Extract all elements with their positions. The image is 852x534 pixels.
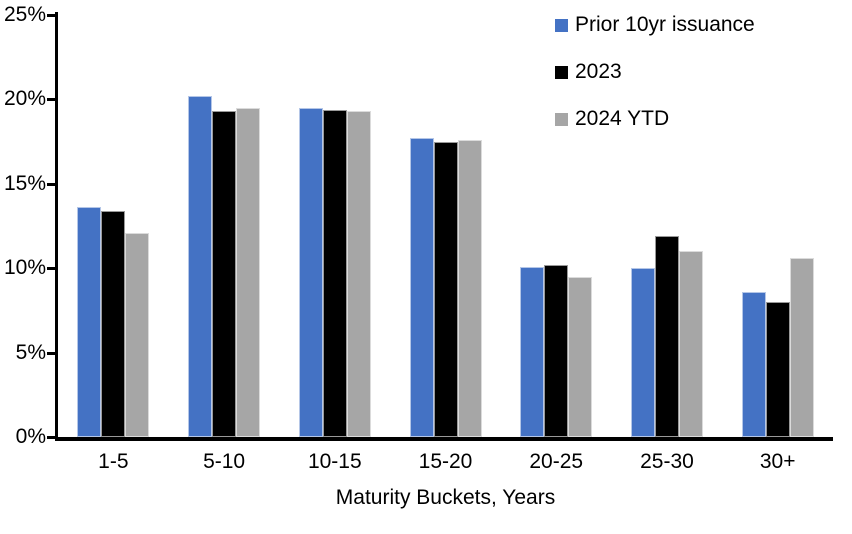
x-axis-title: Maturity Buckets, Years (335, 486, 556, 509)
y-axis-tick (47, 182, 55, 186)
legend-item: Prior 10yr issuance (555, 13, 755, 37)
bar-group-25-30 (612, 15, 723, 437)
bar (544, 264, 569, 437)
x-axis-tick-label: 30+ (759, 450, 796, 473)
bar (789, 258, 814, 437)
y-axis-tick-label: 0% (15, 425, 46, 448)
bar (322, 109, 347, 437)
x-axis-tick-label: 20-25 (529, 450, 584, 473)
legend: Prior 10yr issuance 2023 2024 YTD (555, 13, 755, 131)
bar (212, 111, 237, 437)
bar (520, 266, 545, 437)
y-axis-tick-label: 10% (3, 256, 46, 280)
bar (433, 141, 458, 437)
y-axis-tick (47, 267, 55, 271)
legend-label: 2024 YTD (575, 107, 670, 130)
bar-group-30+ (722, 15, 833, 437)
bar (125, 232, 150, 437)
bar-group-1-5 (58, 15, 169, 437)
plot-area (58, 15, 833, 437)
bar (77, 207, 102, 437)
bar (457, 139, 482, 437)
bar-group-5-10 (169, 15, 280, 437)
bar (346, 111, 371, 437)
legend-swatch-icon (555, 112, 568, 126)
legend-label: 2023 (575, 60, 622, 83)
bar (101, 210, 126, 437)
bar (236, 107, 261, 437)
y-axis-tick-label: 15% (3, 171, 46, 195)
legend-item: 2024 YTD (555, 107, 755, 131)
legend-label: Prior 10yr issuance (575, 13, 755, 36)
y-axis-line (55, 12, 58, 441)
bar-group-20-25 (501, 15, 612, 437)
bar (741, 291, 766, 437)
x-axis-tick-label: 25-30 (640, 450, 694, 473)
bar-group-15-20 (390, 15, 501, 437)
x-axis-tick-label: 10-15 (307, 450, 362, 473)
bar (630, 268, 655, 437)
y-axis-tick (47, 436, 55, 439)
x-axis-line (55, 437, 833, 441)
bar (188, 96, 213, 437)
x-axis-labels: 1-5 5-10 10-15 15-20 20-25 25-30 30+ (58, 450, 833, 474)
bar (409, 138, 434, 437)
y-axis-tick-label: 20% (3, 87, 46, 111)
x-axis-tick-label: 15-20 (418, 450, 473, 473)
x-axis-tick-label: 5-10 (203, 450, 246, 473)
y-axis-tick-label: 25% (3, 3, 46, 26)
bar (765, 302, 790, 437)
legend-item: 2023 (555, 60, 755, 84)
y-axis-tick (47, 351, 55, 355)
bar (568, 276, 593, 437)
legend-swatch-icon (555, 18, 568, 32)
bar (678, 251, 703, 437)
y-axis-tick (47, 14, 55, 17)
x-axis-tick-label: 1-5 (98, 450, 129, 473)
bar (654, 236, 679, 437)
y-axis-tick-label: 5% (15, 340, 46, 364)
y-axis-tick (47, 98, 55, 102)
bar (298, 107, 323, 437)
legend-swatch-icon (555, 65, 568, 79)
bar-group-10-15 (279, 15, 390, 437)
